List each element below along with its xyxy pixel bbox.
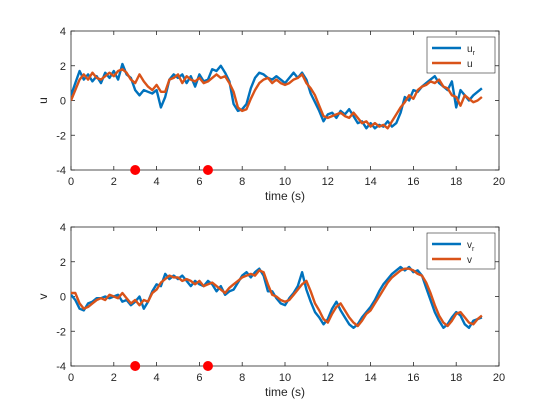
series-line-v	[71, 267, 483, 328]
legend-label-main: u	[467, 44, 473, 55]
x-tick-label: 10	[279, 176, 291, 188]
x-tick-label: 8	[239, 176, 245, 188]
red-marker-1	[130, 361, 141, 371]
series-line-u	[71, 68, 483, 130]
red-marker-1	[130, 165, 141, 175]
legend-label-main: v	[467, 255, 472, 266]
legend: vrv	[426, 232, 496, 270]
legend-label-2: u	[467, 59, 473, 70]
series-line-u-r	[71, 62, 483, 130]
red-marker-2	[202, 361, 213, 371]
x-tick-label: 16	[407, 176, 419, 188]
legend-label-main: u	[467, 59, 473, 70]
x-tick-label: 16	[407, 372, 419, 384]
x-tick-label: 20	[493, 372, 505, 384]
legend-label-subscript: r	[472, 246, 475, 253]
y-tick-label: -2	[56, 130, 66, 142]
x-tick-label: 2	[111, 372, 117, 384]
y-tick-label: 4	[60, 222, 66, 234]
x-tick-label: 18	[450, 176, 462, 188]
x-tick-label: 14	[364, 372, 376, 384]
y-tick-label: -2	[56, 326, 66, 338]
x-tick-label: 0	[68, 372, 74, 384]
y-tick-label: 2	[60, 257, 66, 269]
y-tick-label: 2	[60, 61, 66, 73]
x-tick-label: 0	[68, 176, 74, 188]
legend-box	[426, 232, 496, 270]
x-tick-label: 20	[493, 176, 505, 188]
x-tick-label: 4	[154, 176, 160, 188]
series-line-v-r	[71, 265, 483, 329]
x-tick-label: 4	[154, 372, 160, 384]
y-tick-label: -4	[56, 361, 66, 373]
x-tick-label: 6	[196, 372, 202, 384]
x-axis-label: time (s)	[265, 385, 305, 399]
x-tick-label: 6	[196, 176, 202, 188]
y-axis-label: u	[36, 97, 50, 104]
x-tick-label: 8	[239, 372, 245, 384]
x-tick-label: 14	[364, 176, 376, 188]
legend-label-subscript: r	[473, 50, 476, 57]
y-tick-label: 0	[60, 96, 66, 108]
legend-label-2: v	[467, 255, 472, 266]
y-tick-label: 4	[60, 26, 66, 38]
x-tick-label: 18	[450, 372, 462, 384]
x-tick-label: 10	[279, 372, 291, 384]
y-tick-label: -4	[56, 165, 66, 177]
x-axis-label: time (s)	[265, 189, 305, 203]
y-tick-label: 0	[60, 292, 66, 304]
x-tick-label: 12	[322, 176, 334, 188]
legend-label-1: vr	[467, 240, 475, 253]
red-marker-2	[202, 165, 213, 175]
legend-label-1: ur	[467, 44, 476, 57]
x-tick-label: 2	[111, 176, 117, 188]
x-tick-label: 12	[322, 372, 334, 384]
legend: uru	[426, 36, 496, 74]
legend-box	[426, 36, 496, 74]
legend-label-main: v	[467, 240, 472, 251]
y-axis-label: v	[36, 294, 50, 300]
